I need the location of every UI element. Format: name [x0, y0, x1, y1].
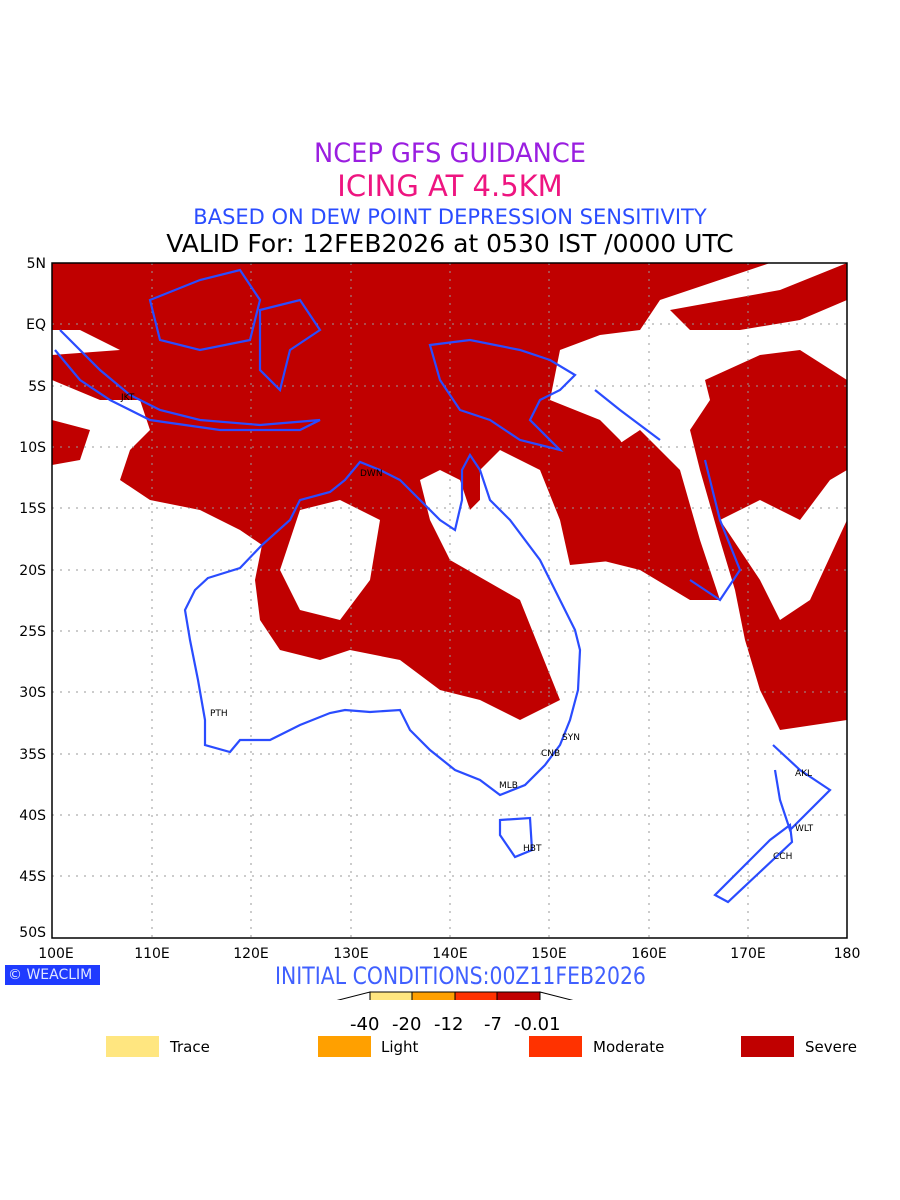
city-pth: PTH [210, 709, 228, 719]
map-shape [52, 330, 120, 355]
axis-label: 110E [134, 946, 170, 962]
axis-label: 170E [730, 946, 766, 962]
axis-label: 10S [19, 440, 46, 456]
legend-swatch-light [318, 1036, 371, 1057]
map-shape [369, 991, 413, 1000]
legend-swatch-moderate [529, 1036, 582, 1057]
colorbar [336, 991, 574, 1000]
city-cnb: CNB [541, 749, 560, 759]
icing-area-coral-sea [580, 430, 720, 600]
axis-label: 15S [19, 501, 46, 517]
map-shape [411, 991, 456, 1000]
colorbar-tick: -7 [484, 1014, 502, 1035]
axis-label: 160E [631, 946, 667, 962]
legend-label-light: Light [381, 1038, 419, 1056]
map-shape [539, 991, 574, 1000]
city-jkt: JKT [120, 393, 135, 403]
icing-area-west [52, 420, 90, 465]
coast-solomons [594, 389, 661, 441]
title-model: NCEP GFS GUIDANCE [314, 138, 586, 169]
initial-conditions: INITIAL CONDITIONS:00Z11FEB2026 [275, 962, 646, 990]
weaclim-logo: © WEACLIM [5, 965, 100, 985]
colorbar-tick: -0.01 [514, 1014, 561, 1035]
grid-lines [52, 263, 847, 938]
city-syn: SYN [562, 733, 580, 743]
coastlines [54, 268, 832, 904]
map-shape [720, 470, 847, 620]
title-method: BASED ON DEW POINT DEPRESSION SENSITIVIT… [193, 205, 707, 229]
city-hbt: HBT [523, 844, 542, 854]
coast-sumatra-java [54, 329, 321, 432]
legend-label-moderate: Moderate [593, 1038, 665, 1056]
city-mlb: MLB [499, 781, 518, 791]
map-frame [51, 262, 848, 939]
axis-label: 100E [38, 946, 74, 962]
legend-label-trace: Trace [170, 1038, 210, 1056]
title-valid-time: VALID For: 12FEB2026 at 0530 IST /0000 U… [166, 229, 734, 258]
map-shape [336, 991, 371, 1000]
city-wlt: WLT [795, 824, 814, 834]
coast-australia [183, 452, 582, 797]
axis-label: 140E [432, 946, 468, 962]
coast-new-guinea [428, 338, 577, 453]
map-shape [450, 500, 540, 580]
axis-label: 30S [19, 685, 46, 701]
city-dwn: DWN [360, 469, 383, 479]
axis-label: 40S [19, 808, 46, 824]
axis-label: 45S [19, 869, 46, 885]
axis-label: 25S [19, 624, 46, 640]
axis-label: 150E [531, 946, 567, 962]
legend-swatch-trace [106, 1036, 159, 1057]
city-cch: CCH [773, 852, 792, 862]
title-product: ICING AT 4.5KM [337, 169, 563, 203]
axis-label: 5S [28, 379, 46, 395]
colorbar-tick: -12 [434, 1014, 464, 1035]
axis-label: EQ [26, 317, 46, 333]
map: 5N EQ 5S 10S 15S 20S 25S 30S 35S 40S 45S… [19, 256, 860, 1000]
axis-label: 180 [834, 946, 861, 962]
coast-sulawesi [258, 298, 322, 393]
axis-label: 5N [27, 256, 46, 272]
axis-label: 50S [19, 925, 46, 941]
lat-labels: 5N EQ 5S 10S 15S 20S 25S 30S 35S 40S 45S… [19, 256, 46, 941]
axis-label: 35S [19, 747, 46, 763]
legend-swatch-severe [741, 1036, 794, 1057]
coast-vanuatu-newcal [689, 459, 742, 602]
coast-tasmania [498, 816, 534, 859]
white-gaps [52, 330, 847, 620]
coast-borneo [148, 268, 262, 352]
legend-label-severe: Severe [805, 1038, 857, 1056]
colorbar-tick: -20 [392, 1014, 422, 1035]
axis-label: 130E [333, 946, 369, 962]
axis-label: 20S [19, 563, 46, 579]
icing-area-east-band [670, 263, 847, 330]
axis-label: 120E [233, 946, 269, 962]
coast-nz-north [772, 744, 832, 833]
map-shape [280, 500, 380, 620]
lon-labels: 100E 110E 120E 130E 140E 150E 160E 170E … [38, 946, 860, 962]
map-shape [496, 991, 541, 1000]
colorbar-tick: -40 [350, 1014, 380, 1035]
city-labels: JKT DWN PTH SYN CNB MLB HBT AKL WLT CCH [120, 393, 814, 862]
city-akl: AKL [795, 769, 812, 779]
map-shape [454, 991, 498, 1000]
coast-nz-south [713, 822, 794, 904]
